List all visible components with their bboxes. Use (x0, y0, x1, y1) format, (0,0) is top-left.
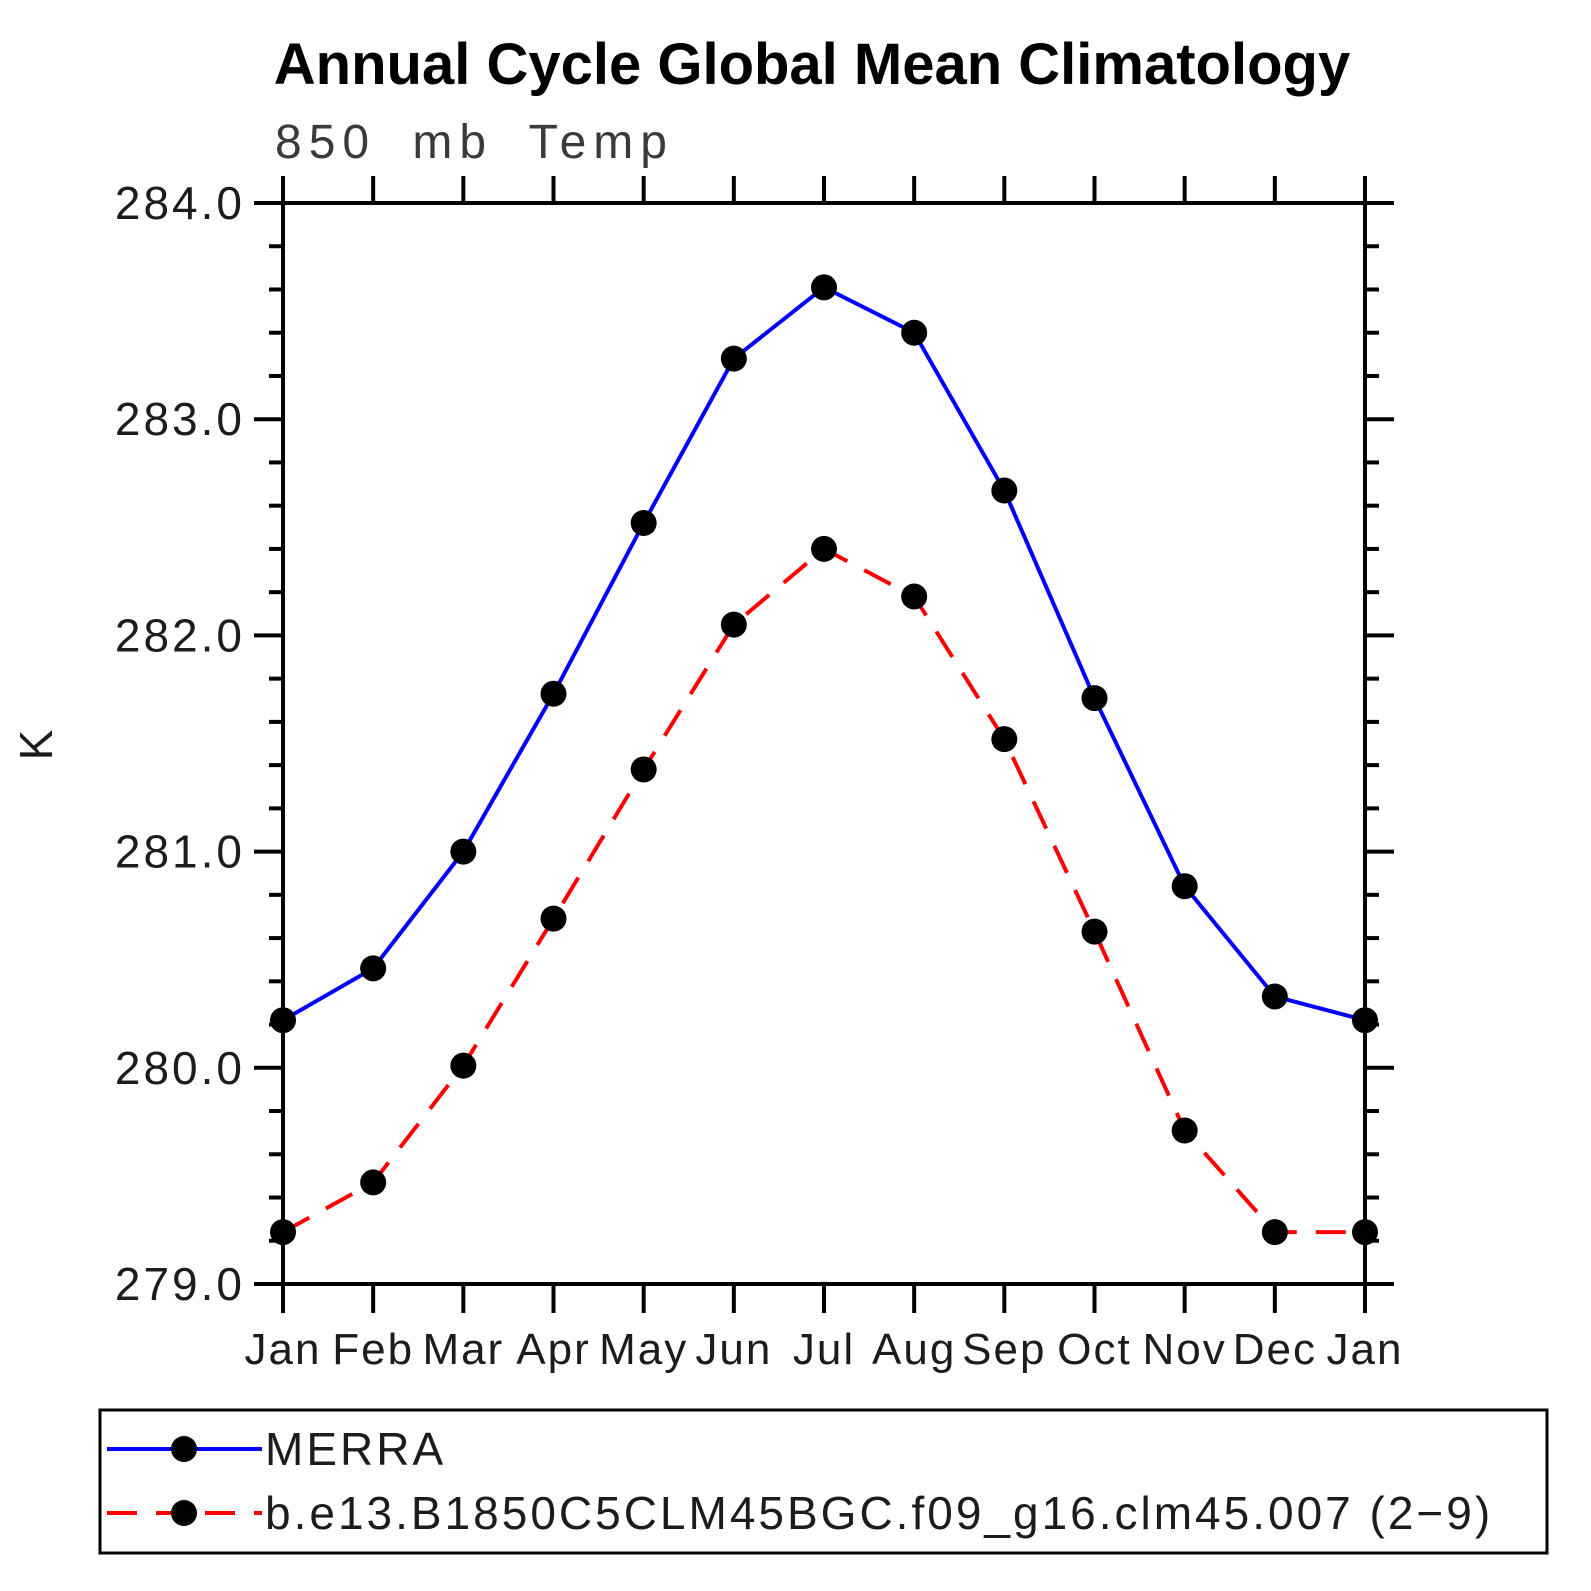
model-point-jan (1352, 1219, 1378, 1246)
merra-point-sep (991, 477, 1018, 504)
chart-subtitle: 850 mb Temp (275, 116, 674, 169)
series-lines (270, 274, 1378, 1246)
model-point-sep (991, 726, 1018, 753)
model-point-jan (270, 1219, 296, 1246)
model-point-jul (811, 535, 837, 562)
merra-point-jul (811, 274, 837, 301)
merra-point-nov (1171, 873, 1198, 900)
legend: MERRA b.e13.B1850C5CLM45BGC.f09_g16.clm4… (98, 1408, 1549, 1555)
merra-point-jan (270, 1007, 296, 1034)
merra-point-aug (901, 319, 928, 346)
y-axis-title: K (10, 729, 62, 760)
x-tick-label: Sep (962, 1325, 1046, 1374)
merra-line (282, 284, 1366, 1023)
legend-marker-model (171, 1500, 197, 1526)
x-tick-label: Mar (422, 1325, 504, 1374)
model-point-dec (1261, 1219, 1288, 1246)
x-tick-label: Dec (1233, 1325, 1317, 1374)
x-tick-label: May (599, 1325, 688, 1374)
legend-marker-merra (171, 1436, 197, 1462)
x-tick-label: Feb (332, 1325, 414, 1374)
merra-point-apr (540, 680, 567, 707)
model-point-may (630, 756, 657, 783)
merra-point-mar (450, 838, 477, 865)
model-point-mar (450, 1052, 477, 1079)
x-tick-label: Jun (695, 1325, 772, 1374)
model-point-apr (540, 905, 567, 932)
merra-point-may (630, 509, 657, 536)
x-tick-label: Apr (516, 1325, 590, 1374)
x-tick-label: Jan (245, 1325, 322, 1374)
model-point-aug (901, 583, 928, 610)
y-tick-label: 279.0 (115, 1258, 245, 1310)
y-tick-label: 284.0 (115, 177, 245, 229)
x-tick-label: Nov (1143, 1325, 1227, 1374)
model-point-jun (720, 611, 747, 638)
legend-label-model: b.e13.B1850C5CLM45BGC.f09_g16.clm45.007 … (265, 1487, 1493, 1539)
y-tick-label: 283.0 (115, 393, 245, 445)
merra-point-jun (720, 345, 747, 372)
x-tick-label: Oct (1057, 1325, 1131, 1374)
x-tick-label: Jul (793, 1325, 855, 1374)
model-point-nov (1171, 1117, 1198, 1144)
plot-frame (281, 201, 1367, 1286)
x-tick-label: Aug (872, 1325, 956, 1374)
model-point-feb (360, 1169, 387, 1196)
y-tick-label: 282.0 (115, 609, 245, 661)
legend-box (98, 1408, 1549, 1555)
x-tick-label: Jan (1327, 1325, 1404, 1374)
model-point-oct (1081, 918, 1108, 945)
page-title: Annual Cycle Global Mean Climatology (274, 32, 1350, 97)
merra-point-feb (360, 955, 387, 982)
model-line (282, 546, 1365, 1235)
merra-point-dec (1261, 983, 1288, 1010)
y-tick-label: 280.0 (115, 1042, 245, 1094)
merra-point-jan (1352, 1007, 1378, 1034)
y-tick-label: 281.0 (115, 826, 245, 878)
legend-label-merra: MERRA (265, 1423, 446, 1475)
merra-point-oct (1081, 685, 1108, 712)
